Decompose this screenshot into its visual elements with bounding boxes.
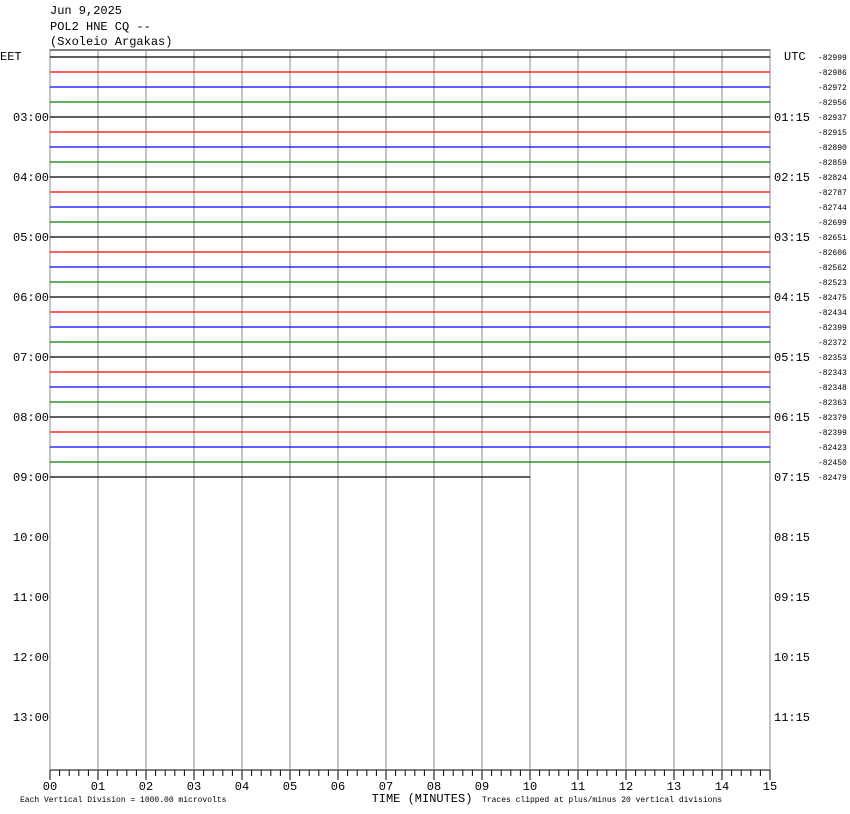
left-time-label: 06:00 [13,291,49,305]
trace-offset: -82937 [818,114,847,123]
right-time-label: 03:15 [774,231,810,245]
x-tick-label: 15 [763,780,777,794]
right-time-label: 06:15 [774,411,810,425]
trace-offset: -82399 [818,324,847,333]
right-time-label: 08:15 [774,531,810,545]
trace-offset: -82353 [818,354,847,363]
trace-offset: -82956 [818,99,847,108]
x-tick-label: 00 [43,780,57,794]
trace-offset: -82372 [818,339,847,348]
left-time-label: 08:00 [13,411,49,425]
x-tick-label: 14 [715,780,729,794]
trace-offset: -82343 [818,369,847,378]
x-tick-label: 07 [379,780,393,794]
x-tick-label: 08 [427,780,441,794]
trace-offset: -82999 [818,54,847,63]
trace-offset: -82475 [818,294,847,303]
right-time-label: 02:15 [774,171,810,185]
scale-note: Each Vertical Division = 1000.00 microvo… [20,796,227,805]
left-time-label: 07:00 [13,351,49,365]
trace-offset: -82423 [818,444,847,453]
plot-frame [49,49,771,771]
date: Jun 9,2025 [50,4,122,18]
left-time-label: 09:00 [13,471,49,485]
x-tick-label: 02 [139,780,153,794]
x-tick-label: 06 [331,780,345,794]
left-time-label: 12:00 [13,651,49,665]
trace-offset: -82606 [818,249,847,258]
right-time-label: 11:15 [774,711,810,725]
trace-offset: -82450 [818,459,847,468]
right-time-label: 05:15 [774,351,810,365]
trace-offset: -82986 [818,69,847,78]
trace-offset: -82479 [818,474,847,483]
right-time-label: 04:15 [774,291,810,305]
site: (Sxoleio Argakas) [50,35,172,49]
trace-offset: -82972 [818,84,847,93]
x-tick-label: 10 [523,780,537,794]
x-tick-label: 03 [187,780,201,794]
right-time-label: 09:15 [774,591,810,605]
right-time-label: 01:15 [774,111,810,125]
trace-offset: -82363 [818,399,847,408]
trace-offset: -82890 [818,144,847,153]
left-time-label: 03:00 [13,111,49,125]
left-time-label: 11:00 [13,591,49,605]
left-time-label: 10:00 [13,531,49,545]
trace-offset: -82379 [818,414,847,423]
trace-offset: -82859 [818,159,847,168]
trace-offset: -82824 [818,174,847,183]
x-tick-label: 13 [667,780,681,794]
x-tick-label: 04 [235,780,249,794]
right-time-label: 10:15 [774,651,810,665]
trace-offset: -82399 [818,429,847,438]
right-axis-title: UTC [784,50,806,64]
trace-offset: -82787 [818,189,847,198]
trace-offset: -82744 [818,204,847,213]
trace-offset: -82915 [818,129,847,138]
x-axis-title: TIME (MINUTES) [372,792,473,806]
right-time-label: 07:15 [774,471,810,485]
left-time-label: 13:00 [13,711,49,725]
left-axis-title: EET [0,50,22,64]
x-tick-label: 12 [619,780,633,794]
trace-offset: -82699 [818,219,847,228]
trace-offset: -82651 [818,234,847,243]
trace-offset: -82523 [818,279,847,288]
clip-note: Traces clipped at plus/minus 20 vertical… [482,796,722,805]
x-tick-label: 09 [475,780,489,794]
x-tick-label: 05 [283,780,297,794]
trace-offset: -82434 [818,309,847,318]
trace-offset: -82562 [818,264,847,273]
x-tick-label: 11 [571,780,585,794]
trace-offset: -82348 [818,384,847,393]
left-time-label: 04:00 [13,171,49,185]
x-tick-label: 01 [91,780,105,794]
station: POL2 HNE CQ -- [50,20,151,34]
left-time-label: 05:00 [13,231,49,245]
